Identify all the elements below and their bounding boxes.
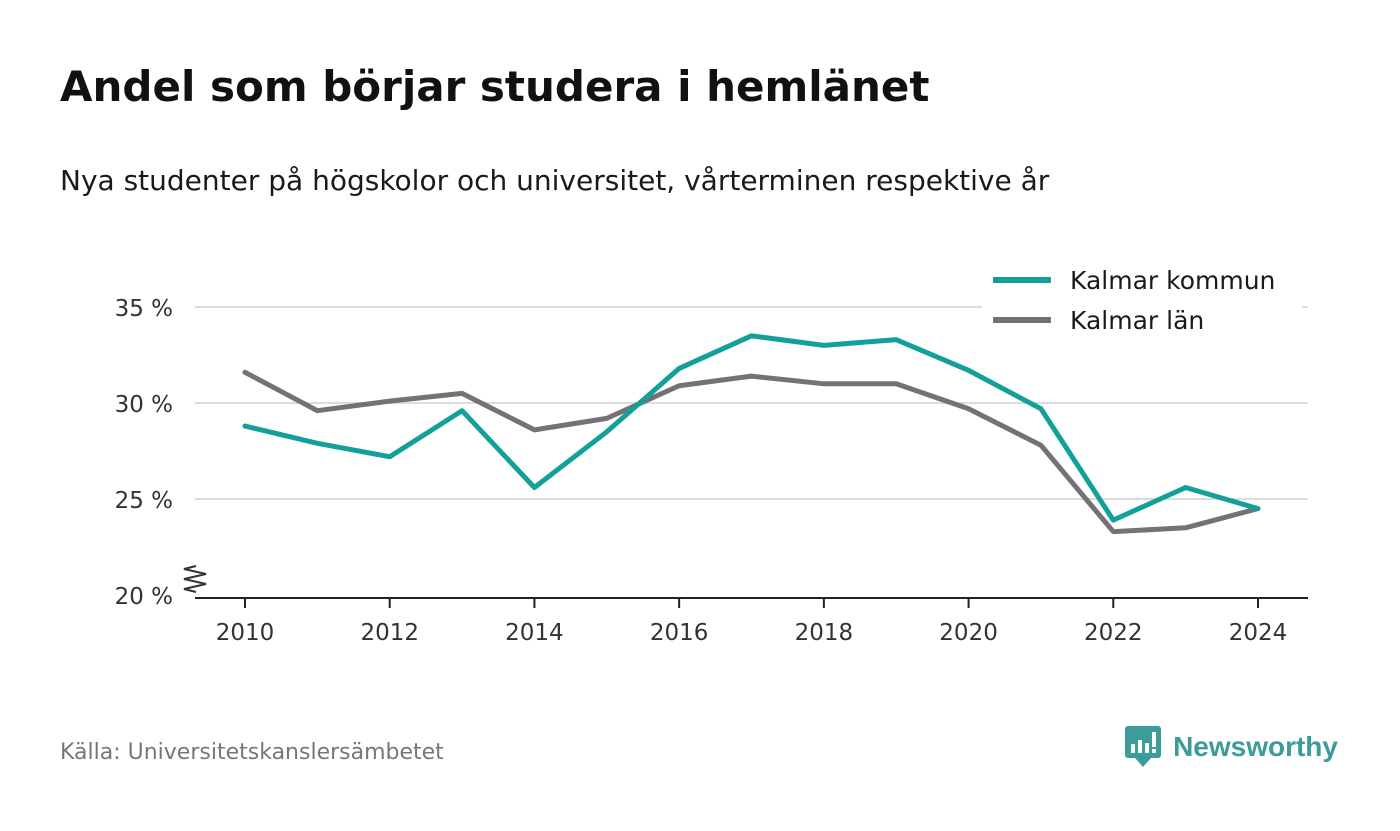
y-tick-label: 35 %: [115, 296, 173, 322]
legend-label: Kalmar kommun: [1070, 266, 1275, 295]
brand-logo: Newsworthy: [1125, 726, 1338, 768]
chart-title: Andel som börjar studera i hemlänet: [60, 62, 930, 111]
legend-label: Kalmar län: [1070, 306, 1204, 335]
newsworthy-logo-icon: [1125, 726, 1162, 767]
line-chart: 20 % 25 % 30 % 35 % 2010 2012 2014 2016 2018 2020…: [114, 258, 1308, 646]
axis-break-icon: [183, 565, 207, 593]
x-tick-label: 2012: [360, 620, 419, 646]
y-tick-label: 20 %: [115, 584, 173, 610]
x-tick-label: 2022: [1084, 620, 1143, 646]
series-line-kalmar-kommun: [242, 333, 1261, 523]
x-tick-label: 2014: [505, 620, 564, 646]
x-tick-label: 2024: [1229, 620, 1288, 646]
legend-background: [982, 258, 1302, 346]
series-line-kalmar-lan: [242, 369, 1261, 535]
x-tick-label: 2016: [650, 620, 709, 646]
source-note: Källa: Universitetskanslersämbetet: [60, 740, 444, 765]
brand-name: Newsworthy: [1173, 731, 1338, 762]
x-tick-label: 2018: [795, 620, 854, 646]
x-tick-label: 2020: [939, 620, 998, 646]
y-tick-label: 30 %: [115, 392, 173, 418]
chart-subtitle: Nya studenter på högskolor och universit…: [60, 164, 1050, 197]
y-tick-label: 25 %: [115, 488, 173, 514]
x-tick-label: 2010: [216, 620, 275, 646]
